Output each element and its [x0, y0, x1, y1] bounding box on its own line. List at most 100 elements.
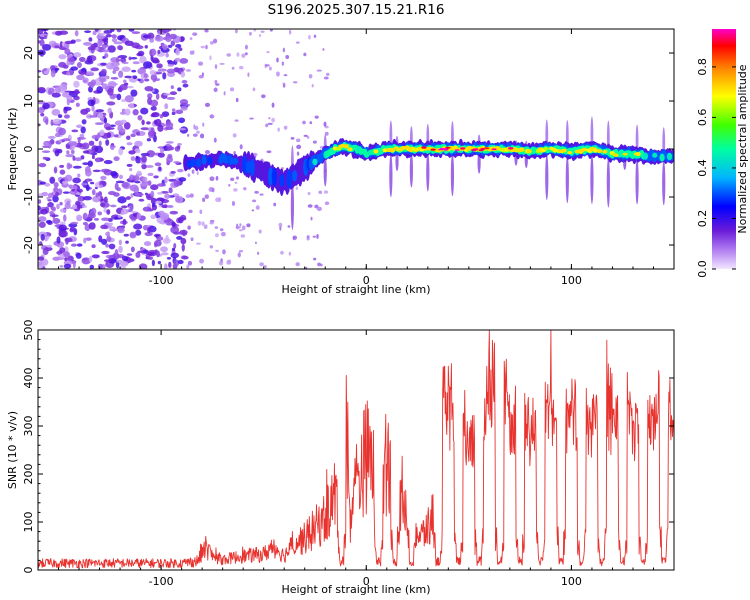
noise-speckle — [66, 150, 70, 155]
noise-speckle — [42, 247, 49, 256]
noise-speckle — [196, 171, 199, 176]
noise-speckle — [326, 72, 330, 76]
noise-speckle — [209, 222, 214, 225]
noise-speckle — [63, 114, 70, 119]
noise-speckle — [323, 76, 329, 80]
noise-speckle — [292, 81, 298, 84]
noise-speckle — [50, 65, 56, 71]
noise-streak — [389, 153, 393, 198]
noise-speckle — [81, 205, 87, 208]
ridge-blob — [279, 174, 285, 188]
noise-speckle — [285, 54, 290, 60]
noise-speckle — [65, 154, 75, 158]
ridge-blob — [229, 157, 235, 165]
noise-speckle — [215, 249, 219, 252]
noise-speckle — [268, 117, 271, 120]
noise-speckle — [189, 50, 194, 55]
noise-speckle — [179, 57, 189, 64]
noise-speckle — [87, 46, 96, 51]
noise-speckle — [38, 163, 47, 168]
noise-speckle — [186, 264, 190, 269]
noise-speckle — [103, 160, 113, 165]
noise-speckle — [103, 29, 113, 34]
noise-speckle — [42, 102, 50, 110]
noise-speckle — [185, 194, 191, 198]
noise-speckle — [69, 226, 76, 232]
noise-speckle — [116, 29, 122, 33]
noise-speckle — [202, 197, 206, 203]
colorbar-tick-label: 0.8 — [696, 58, 709, 76]
noise-speckle — [142, 206, 152, 212]
y-tick-label: 0 — [22, 567, 35, 574]
noise-speckle — [66, 71, 71, 76]
noise-speckle — [288, 29, 292, 35]
noise-speckle — [190, 237, 194, 242]
noise-speckle — [88, 140, 95, 146]
noise-speckle — [125, 196, 131, 200]
noise-speckle — [95, 192, 99, 198]
y-tick-label: -20 — [22, 236, 35, 254]
noise-speckle — [171, 111, 176, 116]
noise-speckle — [204, 29, 209, 33]
noise-speckle — [46, 235, 50, 240]
noise-speckle — [234, 119, 239, 122]
noise-speckle — [151, 112, 158, 116]
noise-speckle — [101, 217, 110, 221]
noise-speckle — [196, 242, 201, 245]
noise-speckle — [200, 45, 206, 49]
noise-speckle — [316, 69, 322, 72]
noise-speckle — [166, 205, 174, 208]
noise-speckle — [276, 57, 279, 63]
noise-speckle — [123, 233, 129, 237]
noise-speckle — [42, 156, 48, 160]
noise-speckle — [137, 115, 143, 121]
noise-speckle — [178, 117, 186, 124]
noise-speckle — [170, 252, 180, 259]
noise-speckle — [154, 35, 164, 42]
noise-speckle — [86, 114, 93, 119]
noise-speckle — [209, 245, 214, 249]
noise-speckle — [271, 102, 275, 108]
noise-speckle — [122, 61, 129, 65]
noise-speckle — [40, 208, 48, 215]
noise-speckle — [113, 156, 120, 162]
noise-speckle — [170, 85, 174, 90]
noise-speckle — [157, 191, 163, 195]
noise-speckle — [53, 166, 58, 174]
noise-speckle — [129, 176, 134, 181]
noise-speckle — [107, 107, 112, 114]
noise-speckle — [95, 157, 101, 163]
noise-speckle — [324, 131, 329, 136]
noise-speckle — [175, 195, 180, 203]
noise-speckle — [134, 140, 143, 147]
noise-speckle — [130, 156, 136, 161]
noise-speckle — [64, 174, 73, 182]
noise-speckle — [134, 193, 144, 196]
noise-speckle — [119, 84, 128, 91]
noise-speckle — [91, 244, 96, 249]
noise-speckle — [149, 48, 157, 56]
noise-speckle — [59, 169, 66, 175]
noise-speckle — [76, 243, 83, 247]
noise-speckle — [114, 248, 119, 257]
x-tick-label: -100 — [149, 575, 174, 588]
noise-speckle — [243, 187, 247, 191]
noise-speckle — [205, 44, 208, 50]
noise-speckle — [307, 204, 313, 208]
noise-speckle — [108, 258, 117, 264]
ridge-blob — [292, 170, 298, 182]
noise-speckle — [137, 78, 141, 82]
noise-speckle — [70, 221, 79, 225]
noise-speckle — [103, 117, 108, 124]
noise-speckle — [150, 184, 159, 191]
snr-y-axis-label: SNR (10 * v/v) — [6, 411, 19, 489]
noise-speckle — [176, 236, 183, 240]
noise-speckle — [238, 229, 243, 232]
noise-speckle — [308, 34, 311, 40]
noise-speckle — [41, 191, 49, 197]
noise-speckle — [173, 259, 180, 267]
noise-speckle — [181, 79, 188, 84]
noise-speckle — [97, 191, 103, 197]
noise-speckle — [119, 111, 126, 115]
noise-speckle — [38, 29, 44, 35]
